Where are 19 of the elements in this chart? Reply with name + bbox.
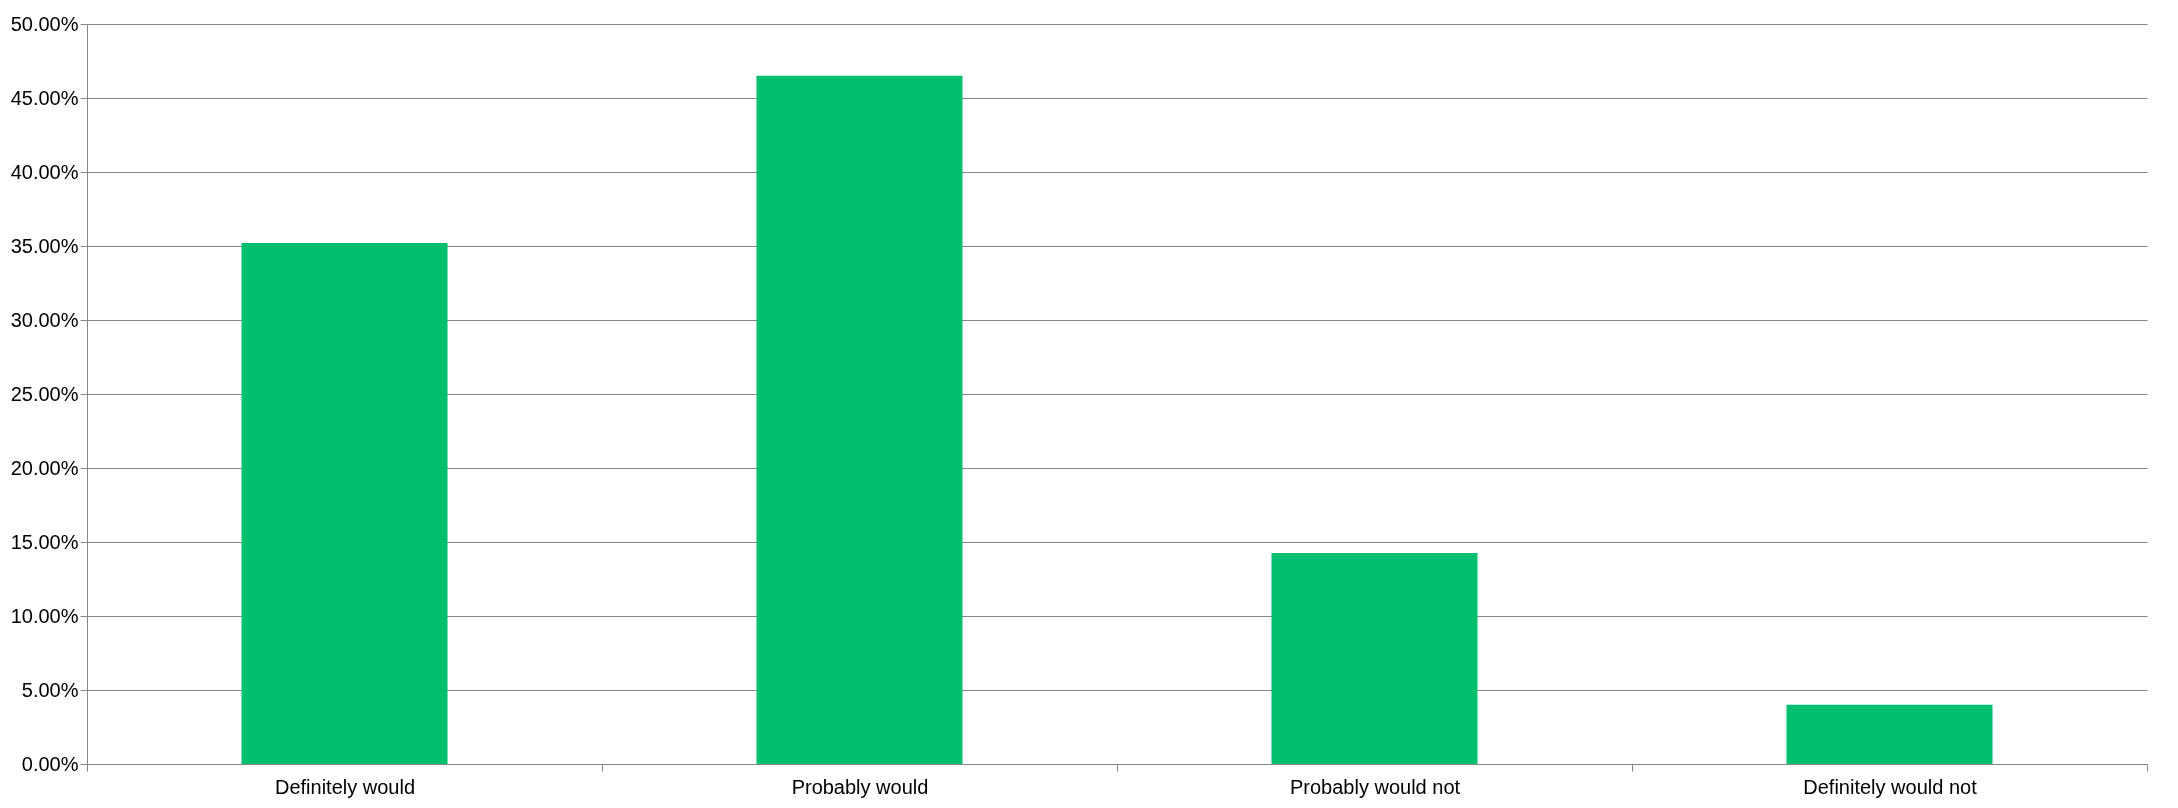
y-tick-label: 5.00% xyxy=(21,678,79,701)
bar xyxy=(756,75,963,764)
y-tick-label: 50.00% xyxy=(10,12,79,35)
x-tick-label: Definitely would xyxy=(274,775,416,798)
y-tick-label: 15.00% xyxy=(10,530,79,553)
y-tick-label: 30.00% xyxy=(10,308,79,331)
y-tick-label: 10.00% xyxy=(10,604,79,627)
x-tick-label: Probably would xyxy=(791,775,929,798)
y-tick-label: 35.00% xyxy=(10,234,79,257)
bar xyxy=(1786,704,1993,764)
y-tick-label: 25.00% xyxy=(10,382,79,405)
y-tick-label: 20.00% xyxy=(10,456,79,479)
x-tick-label: Probably would not xyxy=(1289,775,1461,798)
bar xyxy=(241,243,448,764)
y-tick-label: 0.00% xyxy=(21,752,79,775)
bar xyxy=(1271,553,1478,764)
y-tick-label: 40.00% xyxy=(10,160,79,183)
x-tick-label: Definitely would not xyxy=(1803,775,1978,798)
y-tick-label: 45.00% xyxy=(10,86,79,109)
